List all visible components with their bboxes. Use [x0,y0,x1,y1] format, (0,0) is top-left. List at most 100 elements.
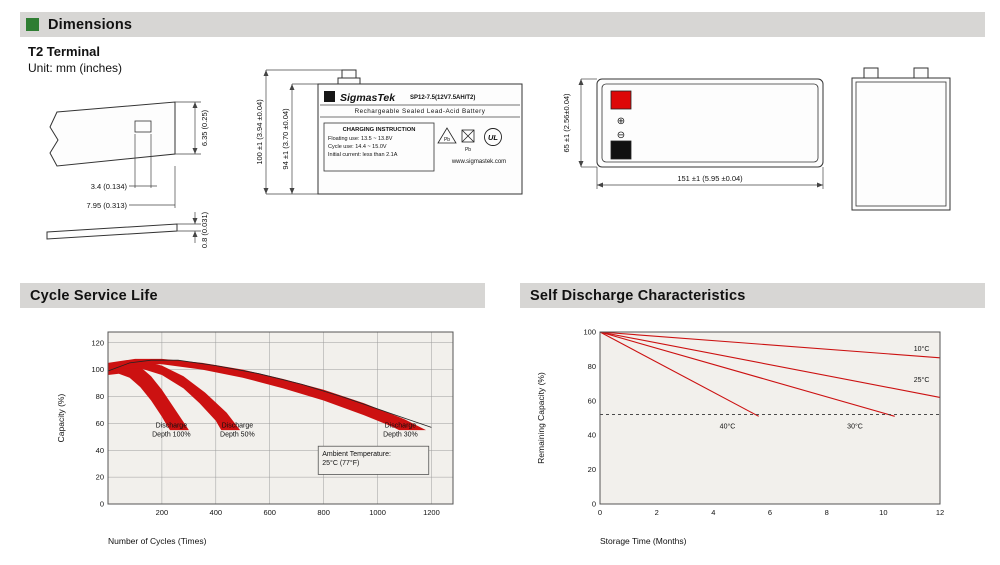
battery-side-view [851,67,951,211]
x-tick-label: 0 [598,508,602,517]
website-label: www.sigmastek.com [451,159,506,165]
series-30C [599,331,895,417]
arrowhead [289,84,295,90]
chart-label: Depth 100% [152,431,191,438]
plot-border [599,331,941,505]
terminal-tab [341,69,357,79]
battery-case [317,83,523,195]
dimension-drawings: 3.4 (0.134) 7.95 (0.313) 6.35 (0.25) 0.8… [0,55,1000,280]
chart-label: Depth 50% [220,431,255,438]
chart-label: Discharge [156,422,188,429]
arrowhead [192,102,198,108]
series-10C [599,331,941,359]
y-tick-label: 20 [588,465,596,474]
unit-note: Unit: mm (inches) [28,61,123,75]
terminal-base [337,77,361,85]
band-discharge-depth-100 [108,362,189,431]
self-discharge-chart: 0 2 4 6 8 10 12 0 20 40 60 80 100 10°C 25°C 30°C 40°C Sto… [536,328,944,547]
y-tick-label: 20 [96,473,104,482]
y-tick-label: 100 [583,328,596,337]
charts-row: 200 400 600 800 1000 1200 0 20 40 60 80 100 120 Ambie… [0,315,1000,560]
annotation-text: Ambient Temperature: [322,451,391,458]
negative-symbol: ⊖ [617,130,625,141]
cycle-service-life-chart: 200 400 600 800 1000 1200 0 20 40 60 80 100 120 Ambie… [56,331,454,546]
x-tick-label: 8 [825,508,829,517]
x-tick-label: 10 [879,508,887,517]
charging-line-1: Floating use: 13.5 ~ 13.8V [328,136,393,142]
charging-line-2: Cycle use: 14.4 ~ 15.0V [328,144,387,150]
sigmastek-logo [324,91,335,102]
section-title: Self Discharge Characteristics [530,287,746,304]
terminal-tab [913,67,929,79]
chart-label: 30°C [847,422,863,430]
y-tick-label: 0 [100,500,104,509]
x-tick-label: 200 [156,508,169,517]
chart-label: 10°C [914,345,930,353]
band-discharge-depth-30 [108,358,426,431]
battery-top-view: 65 ±1 (2.56±0.04) ⊕ ⊖ 151 ±1 (5.95 ±0.04… [562,78,824,189]
x-axis-title: Number of Cycles (Times) [108,536,207,546]
chart-label: 25°C [914,376,930,384]
y-tick-label: 40 [588,431,596,440]
ul-label: UL [488,133,498,142]
brand-name: SigmasTek [340,92,396,104]
chart-label: Depth 30% [383,431,418,438]
series-envelope [107,359,432,428]
model-number: SP12-7.5(12V7.5AH/T2) [410,95,475,101]
x-tick-label: 800 [317,508,330,517]
terminal-blade-shape [49,101,176,167]
battery-front-view: 100 ±1 (3.94 ±0.04) 94 ±1 (3.70 ±0.04) S… [255,69,523,195]
arrowhead [578,79,584,85]
plot-area [108,332,453,504]
y-tick-label: 100 [91,365,104,374]
x-tick-label: 12 [936,508,944,517]
y-tick-label: 40 [96,446,104,455]
arrowhead [192,218,198,224]
charging-line-3: Initial current: less than 2.1A [328,152,398,158]
annotation-box [317,445,430,475]
plot-border [107,331,454,505]
x-tick-label: 2 [655,508,659,517]
y-tick-label: 60 [96,419,104,428]
charging-title: CHARGING INSTRUCTION [343,127,416,133]
crossed-bin-pb-icon [461,129,475,143]
case-outline [851,77,951,211]
terminal-detail-drawing: 3.4 (0.134) 7.95 (0.313) 6.35 (0.25) 0.8… [46,101,209,248]
dim-total-height-label: 100 ±1 (3.94 ±0.04) [255,99,264,165]
arrowhead [192,148,198,154]
chart-label: 40°C [720,422,736,430]
x-axis-title: Storage Time (Months) [600,536,687,546]
x-tick-label: 4 [711,508,715,517]
x-tick-label: 1000 [369,508,386,517]
x-tick-label: 1200 [423,508,440,517]
y-axis-title: Remaining Capacity (%) [536,372,546,464]
arrowhead [578,161,584,167]
x-tick-label: 600 [263,508,276,517]
battery-type-label: Rechargeable Sealed Lead-Acid Battery [355,108,486,115]
chart-label: Discharge [385,422,417,429]
arrowhead [817,182,823,188]
dim-length-label: 151 ±1 (5.95 ±0.04) [677,174,743,183]
positive-terminal [610,90,632,110]
dim-case-height-label: 94 ±1 (3.70 ±0.04) [281,108,290,170]
positive-symbol: ⊕ [617,116,625,127]
section-title: Cycle Service Life [30,287,158,304]
section-header-cycle-service-life: Cycle Service Life [20,283,485,308]
y-axis-title: Capacity (%) [56,394,66,443]
series-40C [599,331,759,417]
series-25C [599,331,941,398]
annotation-text: 25°C (77°F) [322,459,359,467]
cross-line [461,129,475,143]
dim-width-label: 7.95 (0.313) [87,201,128,210]
green-square-icon [26,18,39,31]
y-tick-label: 80 [96,392,104,401]
terminal-thickness-strip [46,223,178,240]
negative-terminal [610,140,632,160]
plot-area [600,332,940,504]
y-tick-label: 60 [588,396,596,405]
recycle-pb-icon [437,127,457,144]
x-tick-label: 400 [210,508,223,517]
y-tick-label: 0 [592,500,596,509]
arrowhead [289,188,295,194]
